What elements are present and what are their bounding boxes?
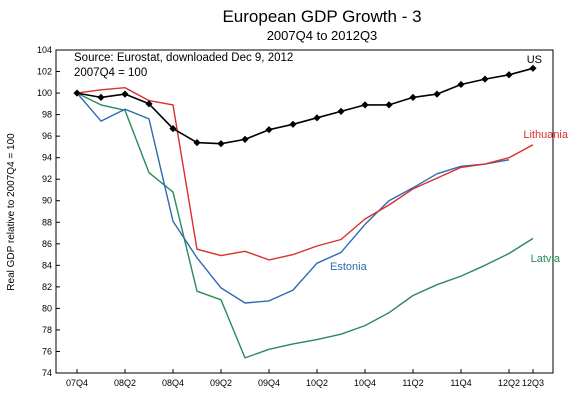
point-us-09q4	[265, 126, 273, 134]
series-line-us	[76, 67, 534, 145]
point-us-09q2	[217, 140, 225, 148]
point-us-09q3	[241, 135, 249, 143]
y-tick-label-82: 82	[42, 282, 52, 292]
y-tick-label-86: 86	[42, 239, 52, 249]
base-note: 2007Q4 = 100	[74, 67, 147, 79]
chart-title: European GDP Growth - 3	[222, 7, 421, 26]
point-us-08q4	[169, 124, 177, 133]
point-us-12q3	[529, 64, 537, 72]
point-us-08q2	[121, 90, 129, 98]
point-us-12q2	[505, 71, 513, 79]
y-tick-label-100: 100	[37, 88, 52, 98]
series-line-estonia	[76, 92, 510, 304]
y-tick-label-78: 78	[42, 325, 52, 335]
point-us-10q4	[361, 101, 369, 109]
y-tick-label-102: 102	[37, 67, 52, 77]
source-note: Source: Eurostat, downloaded Dec 9, 2012	[74, 52, 293, 64]
point-us-08q1	[97, 93, 105, 101]
x-tick-label-12q2: 12Q2	[498, 378, 520, 388]
series-line-latvia	[76, 92, 534, 359]
point-us-12q1	[481, 75, 489, 83]
y-tick-label-98: 98	[42, 110, 52, 120]
point-us-10q3	[337, 107, 345, 115]
x-tick-label-12q3: 12Q3	[522, 378, 544, 388]
x-tick-label-09q2: 09Q2	[210, 378, 232, 388]
point-us-10q1	[289, 120, 297, 128]
series-line-lithuania	[76, 86, 534, 261]
point-us-09q1	[193, 138, 201, 147]
x-tick-label-07q4: 07Q4	[66, 378, 88, 388]
y-tick-label-96: 96	[42, 131, 52, 141]
series-label-estonia: Estonia	[330, 261, 368, 273]
plot-frame	[55, 49, 554, 374]
x-tick-label-10q4: 10Q4	[354, 378, 376, 388]
x-tick-label-08q2: 08Q2	[114, 378, 136, 388]
point-us-11q2	[409, 93, 417, 101]
y-tick-label-80: 80	[42, 303, 52, 313]
plot-area: 74 76 78 80 82 84 86 88 90 92 94 96 98 100 102 104 07Q4 0…	[37, 45, 569, 388]
x-tick-label-11q4: 11Q4	[450, 378, 471, 388]
chart-subtitle: 2007Q4 to 2012Q3	[267, 28, 378, 43]
y-tick-label-88: 88	[42, 217, 52, 227]
point-us-10q2	[313, 114, 321, 122]
point-us-08q3	[145, 100, 153, 108]
point-us-07q4	[73, 89, 81, 97]
x-tick-label-08q4: 08Q4	[162, 378, 184, 388]
series-label-us: US	[527, 54, 542, 66]
y-tick-label-90: 90	[42, 196, 52, 206]
y-tick-label-104: 104	[37, 45, 52, 55]
x-tick-label-09q4: 09Q4	[258, 378, 280, 388]
y-axis-label: Real GDP relative to 2007Q4 = 100	[6, 133, 17, 291]
series-label-latvia: Latvia	[531, 253, 561, 265]
x-tick-label-10q2: 10Q2	[306, 378, 328, 388]
y-tick-label-76: 76	[42, 346, 52, 356]
point-us-11q4	[457, 80, 465, 89]
y-tick-label-84: 84	[42, 260, 52, 270]
y-tick-label-74: 74	[42, 368, 52, 378]
y-tick-label-92: 92	[42, 174, 52, 184]
y-tick-label-94: 94	[42, 153, 52, 163]
series-label-lithuania: Lithuania	[523, 129, 569, 141]
x-tick-label-11q2: 11Q2	[402, 378, 423, 388]
point-us-11q3	[433, 90, 441, 98]
point-us-11q1	[385, 101, 393, 109]
